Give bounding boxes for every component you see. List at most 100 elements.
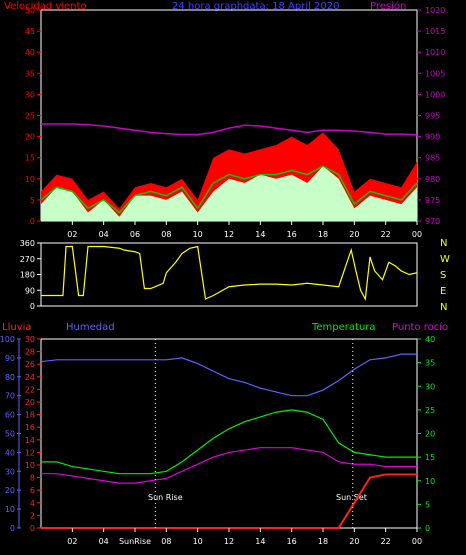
temperature-y-tick-label: 10 <box>425 477 435 486</box>
wind-y-tick-label: 15 <box>25 154 35 163</box>
temp-x-tick-label: 22 <box>381 537 391 546</box>
temperature-y-tick-label: 40 <box>425 335 435 344</box>
rain-y-tick-label: 22 <box>25 385 35 394</box>
wind-y-tick-label: 30 <box>25 90 35 99</box>
rain-y-tick-label: 18 <box>25 411 35 420</box>
humidity-y-tick-label: 70 <box>5 392 15 401</box>
wind-x-tick-label: 16 <box>287 230 297 239</box>
humidity-y-tick-label: 50 <box>5 430 15 439</box>
temp-x-tick-label: 16 <box>287 537 297 546</box>
temperature-y-tick-label: 30 <box>425 382 435 391</box>
temperature-y-tick-label: 0 <box>425 524 430 533</box>
humidity-y-tick-label: 80 <box>5 373 15 382</box>
pressure-y-tick-label: 970 <box>425 217 440 226</box>
humidity-label: Humedad <box>66 322 115 333</box>
wind-x-tick-label: 22 <box>381 230 391 239</box>
wind-x-tick-label: 20 <box>349 230 359 239</box>
pressure-y-tick-label: 980 <box>425 175 440 184</box>
rain-y-tick-label: 20 <box>25 398 35 407</box>
series-direction <box>41 245 418 301</box>
temp-x-tick-label: 14 <box>255 537 265 546</box>
rain-y-tick-label: 28 <box>25 348 35 357</box>
wind-y-tick-label: 10 <box>25 175 35 184</box>
wind-x-tick-label: 10 <box>193 230 203 239</box>
direction-y-tick-label: 0 <box>30 302 35 311</box>
wind-speed-label: Velocidad viento <box>4 1 87 12</box>
direction-y-tick-label: 270 <box>20 255 35 264</box>
pressure-y-tick-label: 975 <box>425 196 440 205</box>
compass-w: W <box>440 254 450 265</box>
wind-x-tick-label: 06 <box>130 230 140 239</box>
temp-x-tick-label: 10 <box>193 537 203 546</box>
pressure-y-tick-label: 1015 <box>425 27 445 36</box>
series-temperature <box>41 409 417 475</box>
wind-x-tick-label: 02 <box>67 230 77 239</box>
series-wind <box>41 166 417 221</box>
pressure-y-tick-label: 990 <box>425 133 440 142</box>
temp-x-tick-label: 04 <box>99 537 109 546</box>
wind-y-tick-label: 0 <box>30 217 35 226</box>
chart-title: 24 hora graphdata: 18 April 2020 <box>172 1 340 12</box>
rain-y-tick-label: 8 <box>30 474 35 483</box>
wind-y-tick-label: 20 <box>25 133 35 142</box>
pressure-label: Presión <box>370 0 406 12</box>
compass-n-top: N <box>440 238 447 249</box>
temp-x-tick-label: 12 <box>224 537 234 546</box>
wind-y-tick-label: 25 <box>25 112 35 121</box>
humidity-y-tick-label: 30 <box>5 467 15 476</box>
series-average <box>40 165 418 214</box>
temp-x-tick-label: 02 <box>67 537 77 546</box>
wind-x-tick-label: 14 <box>255 230 265 239</box>
pressure-y-tick-label: 1005 <box>425 69 445 78</box>
rain-y-tick-label: 16 <box>25 423 35 432</box>
rain-y-tick-label: 0 <box>30 524 35 533</box>
temp-x-tick-label: SunRise <box>119 537 151 546</box>
compass-s: S <box>440 270 446 281</box>
direction-panel-frame <box>40 242 418 307</box>
humidity-y-tick-label: 20 <box>5 486 15 495</box>
temperature-y-tick-label: 20 <box>425 430 435 439</box>
temp-x-tick-label: 18 <box>318 537 328 546</box>
temperature-y-tick-label: 25 <box>425 406 435 415</box>
series-humidity <box>40 353 417 397</box>
rain-y-tick-label: 26 <box>25 360 35 369</box>
wind-y-tick-label: 35 <box>25 69 35 78</box>
compass-labels: N W S E N <box>440 238 450 313</box>
rain-y-tick-label: 6 <box>30 486 35 495</box>
humidity-y-tick-label: 100 <box>0 335 15 344</box>
rain-y-tick-label: 4 <box>30 499 35 508</box>
wind-x-tick-label: 08 <box>161 230 171 239</box>
pressure-y-tick-label: 1000 <box>425 90 445 99</box>
rain-y-tick-label: 14 <box>25 436 35 445</box>
series-pressure <box>41 123 418 136</box>
rain-y-tick-label: 2 <box>30 511 35 520</box>
rain-y-tick-label: 30 <box>25 335 35 344</box>
temp-x-tick-label: 08 <box>161 537 171 546</box>
pressure-y-tick-label: 995 <box>425 112 440 121</box>
sunset-label: Sun Set <box>336 493 367 502</box>
pressure-y-tick-label: 985 <box>425 154 440 163</box>
rain-y-tick-label: 24 <box>25 373 35 382</box>
rain-y-tick-label: 10 <box>25 461 35 470</box>
direction-y-tick-label: 180 <box>20 271 35 280</box>
pressure-y-tick-label: 1020 <box>425 6 445 15</box>
temperature-y-tick-label: 35 <box>425 359 435 368</box>
wind-y-tick-label: 50 <box>25 6 35 15</box>
wind-y-tick-label: 45 <box>25 27 35 36</box>
temp-x-tick-label: 00 <box>412 537 422 546</box>
humidity-y-tick-label: 10 <box>5 505 15 514</box>
pressure-y-tick-label: 1010 <box>425 48 445 57</box>
humidity-y-tick-label: 60 <box>5 411 15 420</box>
humidity-y-tick-label: 90 <box>5 354 15 363</box>
rain-label: Lluvia <box>2 322 32 333</box>
compass-n-bottom: N <box>440 302 447 313</box>
dew-point-label: Punto rocío <box>392 321 448 333</box>
humidity-y-tick-label: 0 <box>10 524 15 533</box>
compass-e: E <box>440 286 446 297</box>
sunrise-label: Sun Rise <box>148 493 183 502</box>
temperature-label: Temperatura <box>311 322 376 333</box>
temp-x-tick-label: 20 <box>349 537 359 546</box>
wind-x-tick-label: 18 <box>318 230 328 239</box>
direction-y-tick-label: 360 <box>20 239 35 248</box>
